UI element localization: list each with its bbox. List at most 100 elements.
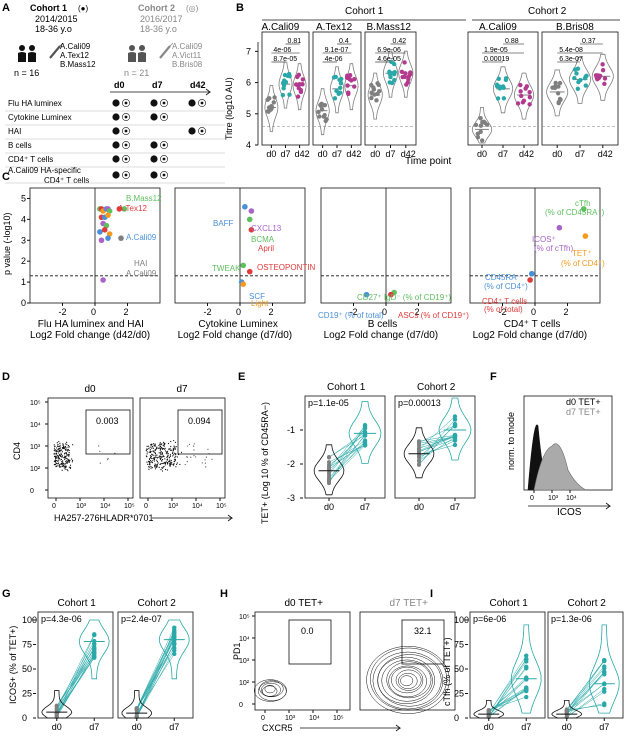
d-event <box>71 461 73 463</box>
i-paired-line <box>566 671 605 718</box>
d-event <box>65 455 68 457</box>
cohort1-dot <box>150 141 158 149</box>
g-d0-point <box>54 710 59 715</box>
cohort2-strain: A.Vict11 <box>172 51 202 60</box>
c-annotation: SCF <box>249 292 265 301</box>
d-event <box>166 453 168 455</box>
i-d7-point <box>524 694 529 700</box>
c-data-point <box>105 212 111 218</box>
c-data-point <box>116 206 123 212</box>
d-event <box>175 466 177 468</box>
b-violin <box>591 53 614 101</box>
cohort1-dot <box>112 99 120 107</box>
d-event <box>57 455 59 457</box>
c-data-point <box>363 291 370 298</box>
b-data-point <box>479 138 485 143</box>
c-data-point <box>528 270 535 277</box>
d-event <box>107 457 109 460</box>
cohort2-strain: B.Bris08 <box>172 60 203 69</box>
d-event <box>150 467 152 469</box>
d-event <box>59 444 61 446</box>
d-event <box>154 452 156 454</box>
h-contour <box>400 675 414 687</box>
d-event <box>67 458 69 460</box>
d-event <box>162 441 165 443</box>
c-y-tick-label: 4 <box>21 214 26 224</box>
b-data-point <box>575 86 581 91</box>
c-data-point <box>98 237 105 244</box>
d-event <box>162 447 165 450</box>
d-event <box>156 461 158 463</box>
d-event <box>150 444 152 446</box>
e-paired-line <box>328 444 366 468</box>
b-pvalue: 0.37 <box>582 38 596 45</box>
b-data-point <box>593 73 599 78</box>
d-event <box>160 463 162 465</box>
b-data-point <box>282 78 287 83</box>
e-paired-line <box>418 416 456 450</box>
h-y-axis-label: PD1 <box>232 642 242 660</box>
b-data-point <box>602 76 608 81</box>
c-data-point <box>556 224 563 231</box>
d-event <box>53 452 55 455</box>
b-data-point <box>553 80 558 86</box>
e-paired-line <box>418 436 456 444</box>
d-event <box>204 459 206 461</box>
cohort1-dot <box>112 127 120 135</box>
b-data-point <box>495 96 501 101</box>
d-event <box>161 451 163 454</box>
i-d7-point <box>524 677 529 682</box>
d-event <box>59 447 61 449</box>
cohort2-title: Cohort 2 <box>138 3 175 13</box>
d-event <box>148 462 150 464</box>
d-event <box>146 453 148 455</box>
b-data-point <box>300 77 306 82</box>
d-event <box>173 439 175 442</box>
d-event <box>168 461 170 463</box>
g-plot-frame <box>117 611 194 719</box>
d-event <box>65 447 67 449</box>
e-d7-point <box>452 442 458 448</box>
cohort2-dot-center <box>124 157 128 161</box>
b-data-point <box>266 109 271 114</box>
d-event <box>167 453 169 455</box>
h-contour <box>381 659 433 702</box>
e-paired-line <box>328 434 366 458</box>
b-pvalue: 4.6e-05 <box>377 56 401 63</box>
cohort2-dot-center <box>124 101 128 105</box>
e-x-tick-label: d0 <box>324 502 334 512</box>
g-violin-d7 <box>78 619 110 680</box>
panel-letter-h: H <box>220 588 228 600</box>
g-plot-title: Cohort 2 <box>138 598 177 609</box>
d-event <box>154 443 156 445</box>
d-event <box>153 460 156 462</box>
b-x-tick-label: d0 <box>266 149 276 159</box>
d-event <box>172 451 174 453</box>
i-paired-line <box>566 691 605 718</box>
c-x-axis-label: CD4⁺ T cells <box>504 319 561 330</box>
i-plot-frame <box>547 611 624 719</box>
d-event <box>160 468 162 471</box>
c-annotation: cTfh <box>575 199 591 208</box>
b-violin <box>315 88 330 136</box>
b-data-point <box>280 92 286 98</box>
d-event <box>163 455 165 458</box>
c-data-point <box>248 227 255 233</box>
g-y-axis-label: ICOS+ (% of TET+) <box>8 626 18 704</box>
d-event <box>166 451 168 454</box>
i-d7-point <box>602 669 607 675</box>
d-event <box>65 443 67 445</box>
g-d7-point <box>172 635 177 640</box>
e-d7-point <box>452 414 458 419</box>
d-event <box>162 462 165 464</box>
cohort1-dot <box>112 171 120 179</box>
i-d7-point <box>602 701 607 706</box>
d-event <box>150 443 152 445</box>
b-data-point <box>295 94 301 99</box>
b-data-point <box>388 74 393 80</box>
d-event <box>71 458 73 460</box>
g-paired-line <box>136 631 175 710</box>
c-annotation: A.Tex12 <box>118 204 147 213</box>
b-data-point <box>298 87 304 93</box>
d-event <box>55 450 57 452</box>
